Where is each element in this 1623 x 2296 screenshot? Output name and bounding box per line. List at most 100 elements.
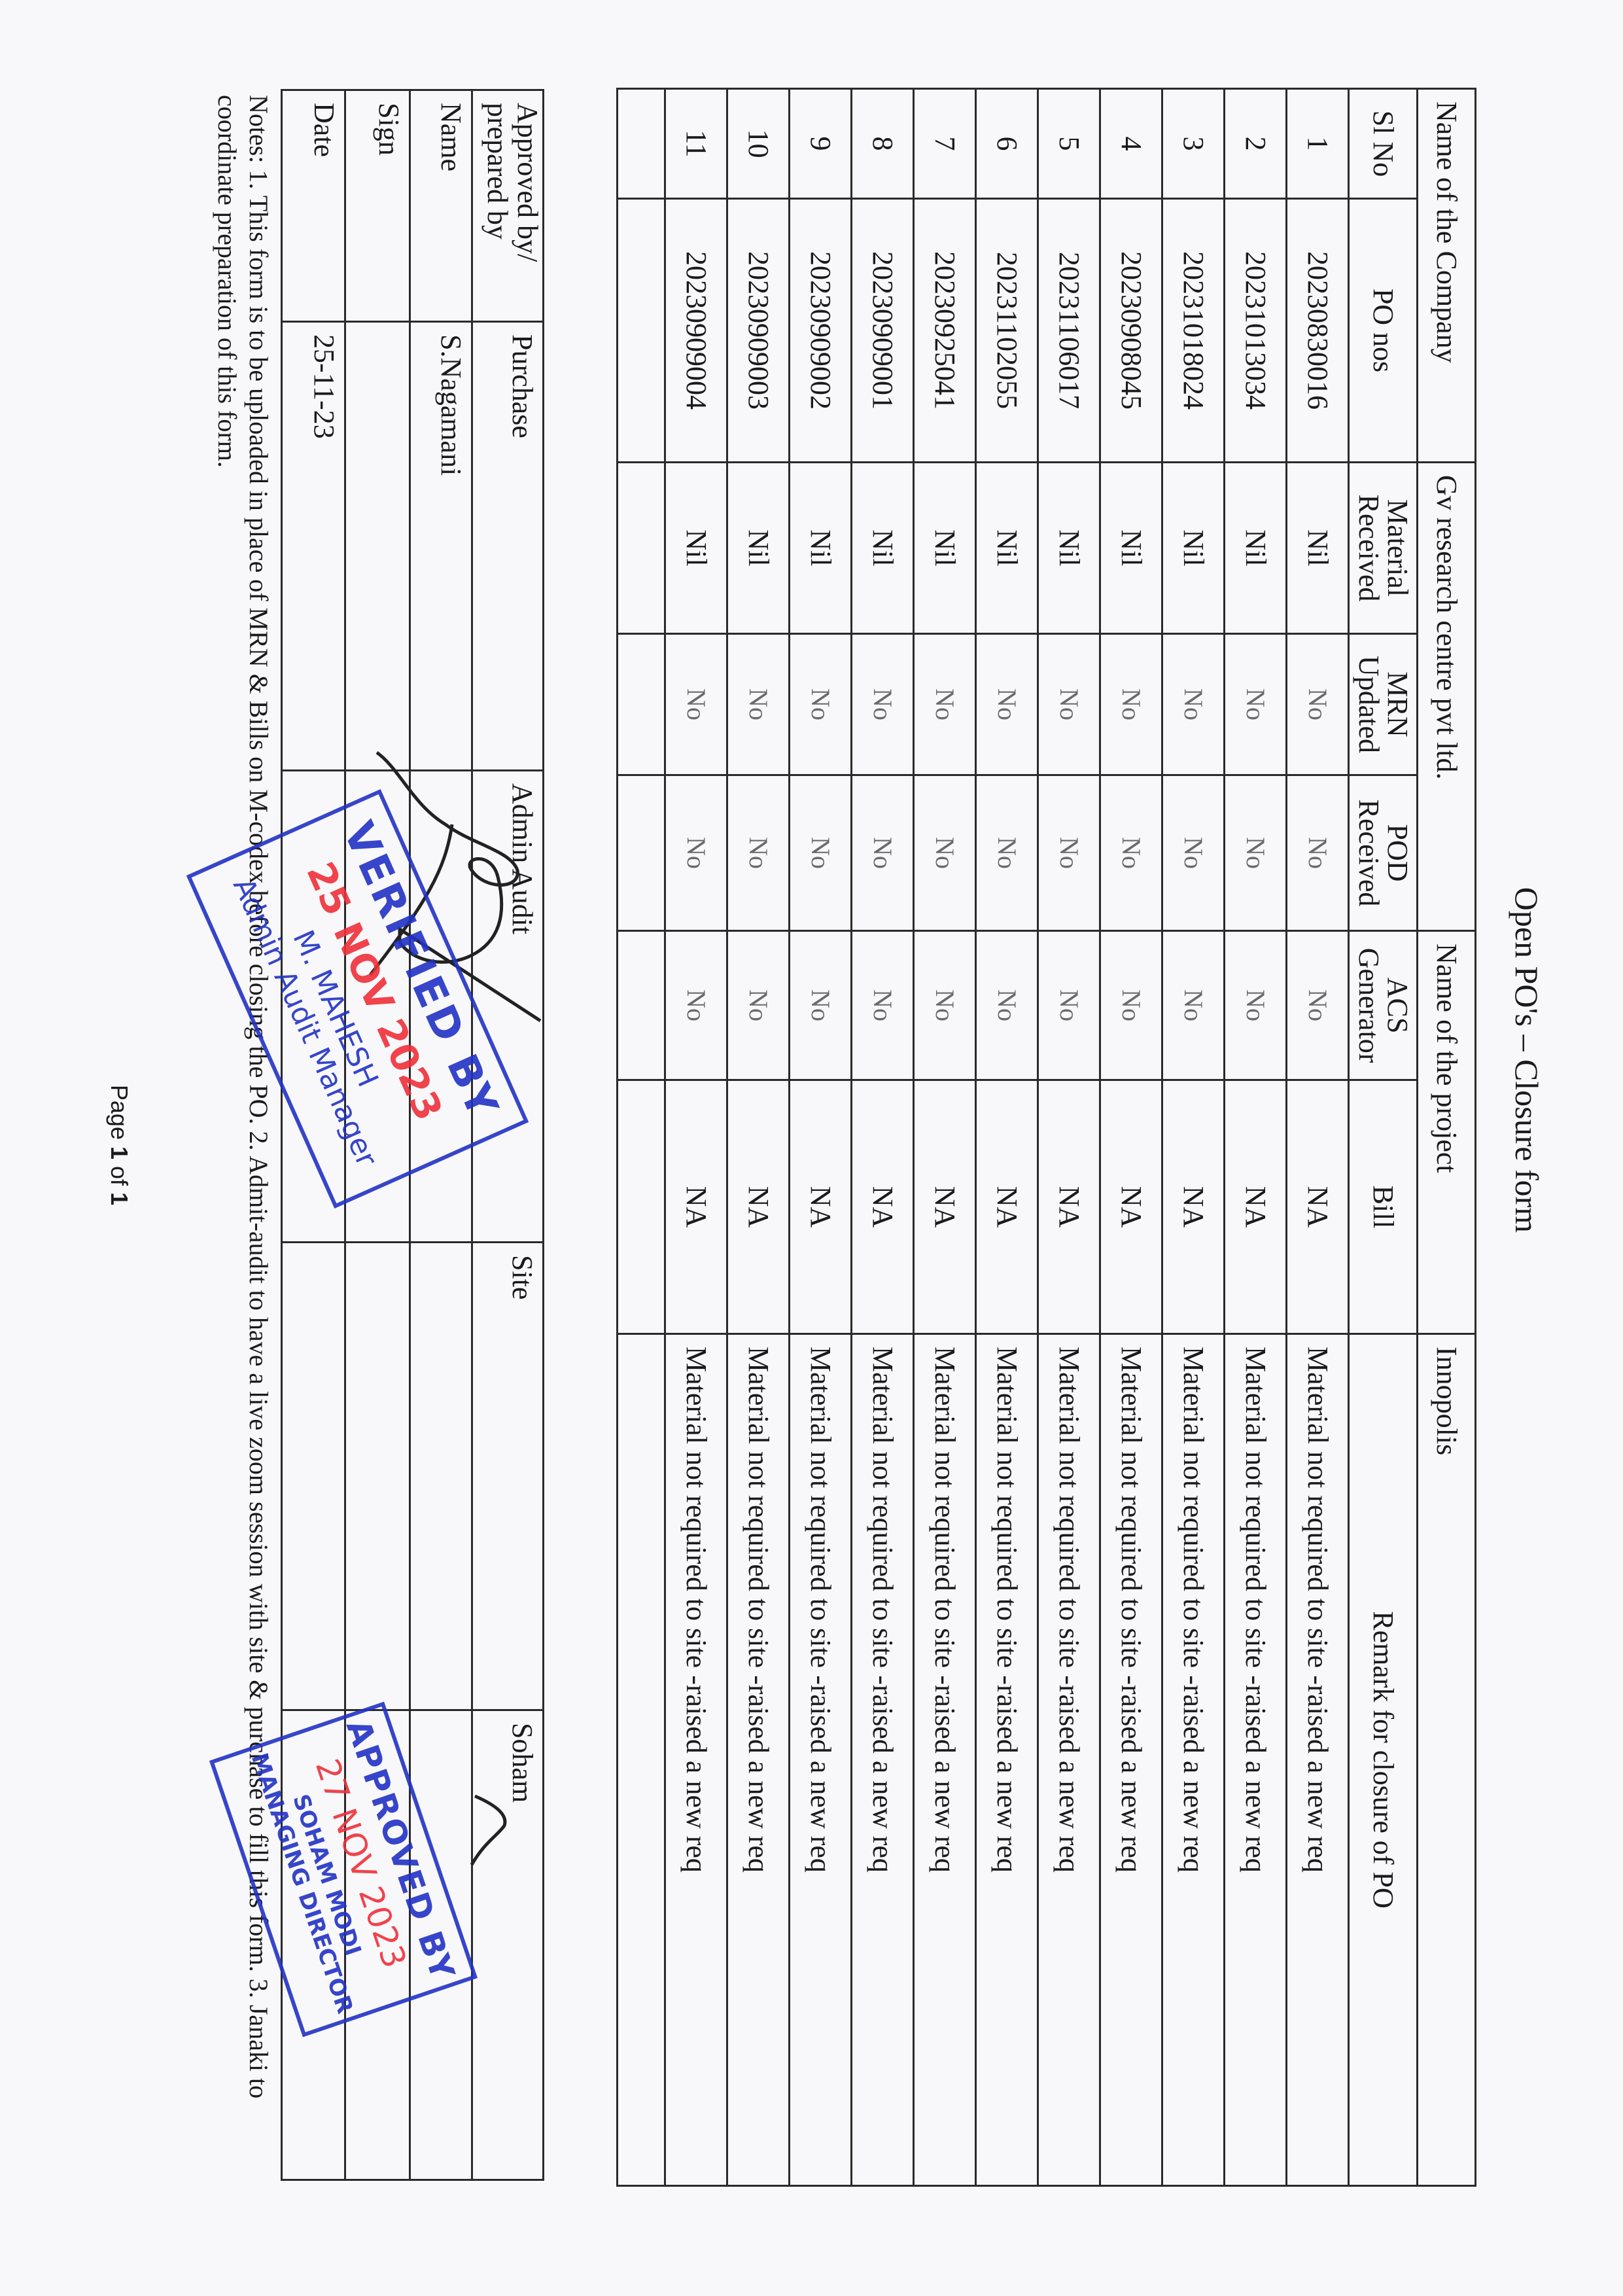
- cell-bill: NA: [665, 1080, 727, 1334]
- cell-pod: No: [1162, 775, 1225, 931]
- cell-pod: No: [1286, 775, 1349, 931]
- cell-remark: Material not required to site -raised a …: [665, 1333, 727, 2186]
- empty-cell: [617, 1333, 665, 2186]
- cell-acs: No: [1038, 930, 1100, 1080]
- company-row: Name of the Company Gv research centre p…: [1417, 88, 1476, 2186]
- purchase-header: Purchase: [472, 321, 544, 771]
- cell-acs: No: [727, 930, 790, 1080]
- cell-po: 20231013034: [1224, 198, 1287, 463]
- column-header-acs-generator: ACS Generator: [1348, 930, 1418, 1080]
- cell-sl: 7: [913, 88, 976, 199]
- company-value: Gv research centre pvt ltd.: [1417, 462, 1476, 931]
- page-title: Open PO's – Closure form: [1509, 887, 1545, 1233]
- cell-material: Nil: [1038, 462, 1100, 634]
- cell-mrn: No: [975, 633, 1038, 775]
- table-row: 1 20230830016 Nil No No No NA Material not requ…: [1286, 88, 1349, 2186]
- cell-po: 20230909002: [789, 198, 852, 463]
- date-site: [281, 1242, 345, 1710]
- cell-material: Nil: [789, 462, 852, 634]
- cell-acs: No: [851, 930, 914, 1080]
- name-purchase: S.Nagamani: [410, 321, 472, 771]
- cell-bill: NA: [975, 1080, 1038, 1334]
- cell-bill: NA: [851, 1080, 914, 1334]
- page-number: Page 1 of 1: [106, 1084, 133, 1206]
- table-row: 7 20230925041 Nil No No No NA Material not requ…: [913, 88, 976, 2186]
- cell-mrn: No: [1100, 633, 1162, 775]
- table-row: 4 20230908045 Nil No No No NA Material not requ…: [1100, 88, 1162, 2186]
- cell-bill: NA: [727, 1080, 790, 1334]
- cell-bill: NA: [789, 1080, 852, 1334]
- cell-sl: 5: [1038, 88, 1100, 199]
- cell-mrn: No: [727, 633, 790, 775]
- cell-po: 20231102055: [975, 198, 1038, 463]
- cell-pod: No: [975, 775, 1038, 931]
- empty-cell: [617, 462, 665, 634]
- cell-pod: No: [665, 775, 727, 931]
- cell-acs: No: [1162, 930, 1225, 1080]
- cell-po: 20231106017: [1038, 198, 1100, 463]
- cell-sl: 1: [1286, 88, 1349, 199]
- column-header-sl-no: Sl No: [1348, 88, 1418, 199]
- column-header-bill: Bill: [1348, 1080, 1418, 1334]
- cell-mrn: No: [665, 633, 727, 775]
- table-row: 5 20231106017 Nil No No No NA Material not requ…: [1038, 88, 1100, 2186]
- table-row: 10 20230909003 Nil No No No NA Material not req…: [727, 88, 790, 2186]
- cell-material: Nil: [851, 462, 914, 634]
- cell-mrn: No: [1286, 633, 1349, 775]
- empty-cell: [617, 775, 665, 931]
- cell-mrn: No: [1224, 633, 1287, 775]
- cell-mrn: No: [1162, 633, 1225, 775]
- cell-sl: 3: [1162, 88, 1225, 199]
- cell-material: Nil: [1162, 462, 1225, 634]
- table-row: 2 20231013034 Nil No No No NA Material not requ…: [1224, 88, 1287, 2186]
- column-header-pod-received: POD Received: [1348, 775, 1418, 931]
- cell-bill: NA: [1286, 1080, 1349, 1334]
- cell-pod: No: [789, 775, 852, 931]
- cell-material: Nil: [1100, 462, 1162, 634]
- cell-acs: No: [665, 930, 727, 1080]
- admin-audit-header: Admin Audit: [472, 770, 544, 1243]
- empty-row: [617, 88, 665, 2186]
- open-po-table: Name of the Company Gv research centre p…: [616, 88, 1476, 2187]
- cell-sl: 6: [975, 88, 1038, 199]
- cell-bill: NA: [1100, 1080, 1162, 1334]
- cell-po: 20230925041: [913, 198, 976, 463]
- cell-po: 20230909001: [851, 198, 914, 463]
- column-header-material-received: Material Received: [1348, 462, 1418, 634]
- cell-acs: No: [1224, 930, 1287, 1080]
- name-site: [410, 1242, 472, 1710]
- cell-remark: Material not required to site -raised a …: [851, 1333, 914, 2186]
- project-value: Innopolis: [1417, 1333, 1476, 2186]
- cell-pod: No: [851, 775, 914, 931]
- empty-cell: [617, 198, 665, 463]
- cell-remark: Material not required to site -raised a …: [789, 1333, 852, 2186]
- cell-material: Nil: [1224, 462, 1287, 634]
- cell-sl: 11: [665, 88, 727, 199]
- column-header-po-nos: PO nos: [1348, 198, 1418, 463]
- cell-acs: No: [913, 930, 976, 1080]
- column-header-row: Sl No PO nos Material Received MRN Updated P…: [1348, 88, 1418, 2186]
- cell-sl: 8: [851, 88, 914, 199]
- cell-sl: 4: [1100, 88, 1162, 199]
- cell-mrn: No: [1038, 633, 1100, 775]
- cell-material: Nil: [1286, 462, 1349, 634]
- column-header-mrn-updated: MRN Updated: [1348, 633, 1418, 775]
- table-row: 8 20230909001 Nil No No No NA Material not requ…: [851, 88, 914, 2186]
- cell-remark: Material not required to site -raised a …: [727, 1333, 790, 2186]
- table-row: 3 20231018024 Nil No No No NA Material not requ…: [1162, 88, 1225, 2186]
- sign-purchase: [345, 321, 410, 771]
- cell-po: 20230909004: [665, 198, 727, 463]
- date-purchase: 25-11-23: [281, 321, 345, 771]
- cell-remark: Material not required to site -raised a …: [1100, 1333, 1162, 2186]
- cell-remark: Material not required to site -raised a …: [975, 1333, 1038, 2186]
- cell-po: 20230908045: [1100, 198, 1162, 463]
- cell-sl: 9: [789, 88, 852, 199]
- cell-mrn: No: [789, 633, 852, 775]
- date-label: Date: [281, 90, 345, 322]
- table-row: 11 20230909004 Nil No No No NA Material not req…: [665, 88, 727, 2186]
- cell-remark: Material not required to site -raised a …: [1224, 1333, 1287, 2186]
- empty-cell: [617, 633, 665, 775]
- empty-cell: [617, 88, 665, 199]
- cell-remark: Material not required to site -raised a …: [1038, 1333, 1100, 2186]
- table-row: 9 20230909002 Nil No No No NA Material not requ…: [789, 88, 852, 2186]
